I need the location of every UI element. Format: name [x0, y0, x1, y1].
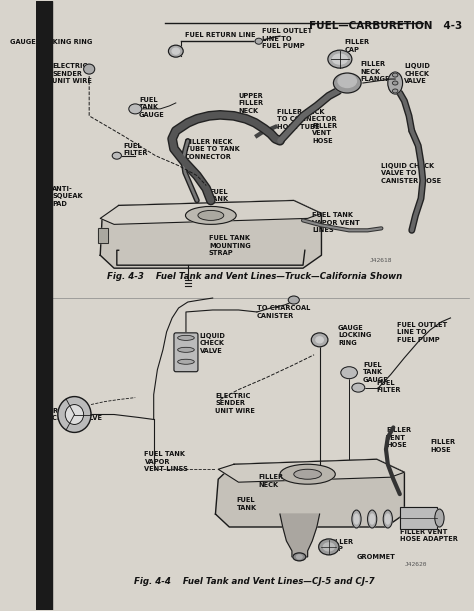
Text: GAUGE
LOCKING
RING: GAUGE LOCKING RING	[338, 325, 372, 346]
Text: FILLER NECK
TUBE TO TANK
CONNECTOR: FILLER NECK TUBE TO TANK CONNECTOR	[185, 139, 240, 159]
Polygon shape	[218, 459, 404, 482]
Bar	[400, 507, 437, 529]
Ellipse shape	[352, 383, 365, 392]
Ellipse shape	[392, 89, 398, 93]
Ellipse shape	[255, 38, 263, 44]
Text: ELECTRIC
SENDER
UNIT WIRE: ELECTRIC SENDER UNIT WIRE	[216, 393, 255, 414]
Text: FUEL RETURN LINE: FUEL RETURN LINE	[185, 32, 255, 38]
Text: UPPER
FILLER
NECK: UPPER FILLER NECK	[238, 93, 264, 114]
Text: FILLER
VENT
HOSE: FILLER VENT HOSE	[386, 428, 411, 448]
Polygon shape	[100, 200, 321, 268]
Text: LIQUID
CHECK
VALVE: LIQUID CHECK VALVE	[404, 63, 430, 84]
Ellipse shape	[172, 48, 180, 54]
Text: Fig. 4-4    Fuel Tank and Vent Lines—CJ-5 and CJ-7: Fig. 4-4 Fuel Tank and Vent Lines—CJ-5 a…	[134, 577, 374, 586]
Text: ANTI-
SQUEAK
PAD: ANTI- SQUEAK PAD	[52, 186, 83, 207]
Text: FUEL OUTLET
LINE TO
FUEL PUMP: FUEL OUTLET LINE TO FUEL PUMP	[397, 322, 447, 343]
Polygon shape	[100, 200, 321, 224]
Text: J42618: J42618	[369, 258, 392, 263]
Bar	[400, 507, 437, 529]
Ellipse shape	[338, 75, 356, 87]
Text: FILLER
HOSE: FILLER HOSE	[430, 439, 456, 453]
Text: FILLER VENT
HOSE ADAPTER: FILLER VENT HOSE ADAPTER	[400, 529, 458, 543]
Text: FILLER NECK
TO CONNECTOR
HOSE TUBE: FILLER NECK TO CONNECTOR HOSE TUBE	[277, 109, 337, 130]
Text: J42620: J42620	[404, 562, 427, 567]
Text: FILLER
CAP: FILLER CAP	[345, 39, 370, 53]
Ellipse shape	[129, 104, 142, 114]
Text: TO CHARCOAL
CANISTER: TO CHARCOAL CANISTER	[257, 305, 310, 318]
Ellipse shape	[435, 509, 444, 527]
Ellipse shape	[332, 54, 347, 64]
Ellipse shape	[311, 333, 328, 347]
Ellipse shape	[178, 359, 194, 364]
Text: Fig. 4-3    Fuel Tank and Vent Lines—Truck—California Shown: Fig. 4-3 Fuel Tank and Vent Lines—Truck—…	[107, 272, 402, 281]
Text: FILLER
CAP: FILLER CAP	[329, 539, 354, 552]
Ellipse shape	[198, 210, 224, 221]
Ellipse shape	[383, 510, 392, 528]
Polygon shape	[216, 459, 404, 527]
Ellipse shape	[354, 514, 359, 524]
Ellipse shape	[328, 50, 352, 68]
Ellipse shape	[112, 152, 121, 159]
Text: FUEL TANK
VAPOR
VENT LINES: FUEL TANK VAPOR VENT LINES	[145, 452, 188, 472]
Text: FUEL
FILTER: FUEL FILTER	[377, 379, 401, 393]
Ellipse shape	[392, 73, 398, 77]
Text: ROLLOVER
CHECK VALVE: ROLLOVER CHECK VALVE	[52, 408, 102, 421]
Polygon shape	[280, 514, 319, 557]
Ellipse shape	[370, 514, 374, 524]
Text: FUEL—CARBURETION   4-3: FUEL—CARBURETION 4-3	[309, 21, 463, 31]
Text: FUEL
TANK: FUEL TANK	[237, 497, 257, 511]
Ellipse shape	[392, 81, 398, 85]
Text: FUEL
TANK
GAUGE: FUEL TANK GAUGE	[363, 362, 389, 382]
Ellipse shape	[297, 555, 302, 559]
Circle shape	[65, 404, 83, 425]
Ellipse shape	[178, 335, 194, 340]
Ellipse shape	[341, 367, 357, 379]
Ellipse shape	[185, 207, 236, 224]
Text: FILLER
NECK: FILLER NECK	[259, 474, 284, 488]
Ellipse shape	[294, 469, 321, 479]
Text: FUEL OUTLET
LINE TO
FUEL PUMP: FUEL OUTLET LINE TO FUEL PUMP	[262, 28, 312, 49]
Ellipse shape	[323, 543, 334, 551]
Ellipse shape	[319, 539, 339, 555]
Ellipse shape	[83, 64, 95, 74]
Ellipse shape	[333, 73, 361, 93]
Text: GAUGE LOCKING RING: GAUGE LOCKING RING	[10, 39, 93, 45]
Ellipse shape	[178, 347, 194, 353]
Ellipse shape	[316, 337, 323, 343]
Ellipse shape	[385, 514, 390, 524]
Ellipse shape	[352, 510, 361, 528]
Text: GROMMET: GROMMET	[356, 554, 395, 560]
Ellipse shape	[293, 553, 306, 561]
Ellipse shape	[367, 510, 377, 528]
Bar	[99, 229, 108, 243]
Bar	[36, 1, 52, 610]
Text: LIQUID CHECK
VALVE TO
CANISTER HOSE: LIQUID CHECK VALVE TO CANISTER HOSE	[382, 163, 441, 184]
Text: ELECTRIC
SENDER
UNIT WIRE: ELECTRIC SENDER UNIT WIRE	[52, 63, 92, 84]
Ellipse shape	[288, 296, 299, 304]
Ellipse shape	[168, 45, 183, 57]
Text: FUEL TANK
VAPOR VENT
LINES: FUEL TANK VAPOR VENT LINES	[312, 213, 360, 233]
Text: FILLER
NECK
FLANGE: FILLER NECK FLANGE	[360, 61, 390, 82]
Text: FUEL
TANK: FUEL TANK	[209, 189, 229, 202]
Ellipse shape	[280, 464, 335, 484]
Ellipse shape	[388, 72, 402, 94]
FancyBboxPatch shape	[174, 333, 198, 371]
Text: FUEL TANK
MOUNTING
STRAP: FUEL TANK MOUNTING STRAP	[209, 235, 251, 257]
Bar	[99, 229, 108, 243]
Text: LIQUID
CHECK
VALVE: LIQUID CHECK VALVE	[200, 333, 226, 354]
Text: FUEL
TANK
GAUGE: FUEL TANK GAUGE	[139, 97, 164, 118]
Circle shape	[58, 397, 91, 433]
Text: FUEL
FILTER: FUEL FILTER	[123, 143, 148, 156]
Text: FILLER
VENT
HOSE: FILLER VENT HOSE	[312, 123, 337, 144]
